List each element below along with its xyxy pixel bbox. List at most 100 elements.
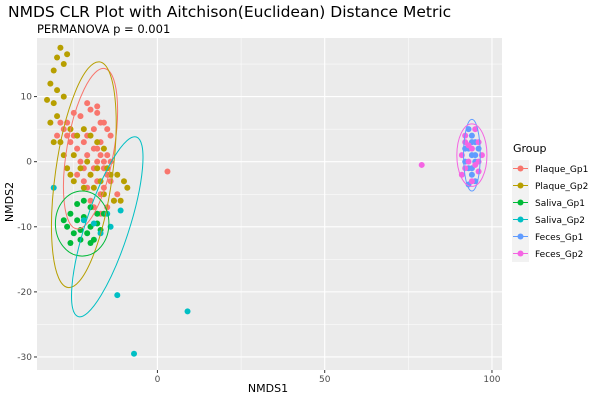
data-point: [60, 61, 67, 68]
data-point: [54, 54, 61, 61]
data-point: [124, 184, 131, 191]
legend-key-point: [517, 182, 524, 189]
data-point: [80, 217, 87, 224]
data-point: [87, 197, 94, 204]
panel-background: [37, 38, 502, 370]
data-point: [475, 139, 482, 146]
legend-item: Saliva_Gp1: [512, 194, 585, 211]
data-point: [90, 184, 97, 191]
data-point: [87, 240, 94, 247]
legend-key-point: [517, 233, 524, 240]
legend-key-point: [517, 250, 524, 257]
data-point: [74, 201, 81, 207]
legend-label: Plaque_Gp2: [535, 182, 588, 192]
data-point: [87, 171, 94, 178]
data-point: [107, 132, 114, 139]
data-point: [74, 217, 81, 224]
data-point: [70, 152, 77, 159]
legend-item: Feces_Gp2: [512, 245, 583, 262]
legend-label: Plaque_Gp1: [535, 165, 588, 175]
legend-title: Group: [513, 142, 547, 155]
data-point: [94, 109, 101, 116]
confidence-ellipse: [54, 190, 110, 257]
data-point: [110, 197, 117, 204]
data-point: [74, 132, 81, 139]
data-point: [90, 126, 97, 133]
y-tick-label: -10: [17, 223, 32, 233]
data-point: [70, 178, 77, 185]
data-point: [67, 171, 74, 178]
data-point: [100, 145, 107, 152]
y-tick-label: -20: [17, 288, 32, 298]
chart-subtitle: PERMANOVA p = 0.001: [37, 22, 170, 36]
legend-items: Plaque_Gp1 Plaque_Gp2 Saliva_Gp1 Saliva_Gp2…: [512, 160, 588, 262]
data-point: [70, 230, 77, 237]
y-axis: 10 0 -10 -20 -30: [17, 93, 37, 363]
data-point: [50, 139, 57, 146]
data-point: [90, 145, 97, 152]
data-point: [117, 207, 124, 214]
legend-label: Saliva_Gp1: [535, 199, 585, 209]
series-Plaque_Gp2: [44, 44, 131, 204]
x-axis: 0 50 100: [155, 370, 501, 385]
data-point: [472, 161, 479, 168]
data-point: [47, 119, 54, 126]
data-point: [54, 87, 61, 94]
data-point: [114, 292, 121, 299]
legend-key-point: [517, 165, 524, 172]
data-point: [74, 145, 81, 152]
data-point: [67, 139, 74, 146]
data-point: [465, 142, 472, 149]
data-point: [90, 220, 97, 227]
legend-label: Feces_Gp1: [535, 233, 583, 243]
data-point: [107, 178, 114, 185]
data-point: [67, 240, 74, 247]
data-point: [164, 168, 171, 175]
data-point: [54, 113, 61, 120]
confidence-ellipse: [51, 61, 117, 289]
data-point: [64, 223, 71, 230]
data-point: [80, 139, 87, 146]
data-point: [77, 158, 84, 165]
chart-title: NMDS CLR Plot with Aitchison(Euclidean) …: [8, 3, 451, 21]
data-point: [472, 152, 479, 159]
data-point: [80, 184, 87, 191]
x-axis-label: NMDS1: [248, 382, 288, 395]
data-point: [114, 191, 121, 198]
data-point: [60, 217, 67, 224]
data-point: [87, 106, 94, 113]
data-point: [54, 132, 61, 139]
data-point: [475, 168, 482, 175]
x-tick-label: 100: [483, 375, 500, 385]
data-point: [77, 165, 84, 172]
data-point: [77, 113, 84, 120]
legend-item: Feces_Gp1: [512, 228, 583, 245]
data-point: [80, 126, 87, 133]
confidence-ellipse: [62, 67, 119, 230]
data-point: [87, 132, 94, 139]
data-point: [462, 165, 469, 172]
data-point: [468, 132, 475, 139]
data-point: [94, 103, 101, 110]
confidence-ellipse: [463, 118, 481, 192]
data-point: [80, 178, 87, 185]
data-point: [50, 100, 57, 107]
data-point: [97, 152, 104, 159]
data-point: [117, 197, 124, 204]
data-point: [84, 230, 91, 237]
data-point: [60, 93, 67, 100]
data-point: [44, 96, 51, 103]
data-point: [50, 67, 57, 74]
data-point: [64, 165, 71, 172]
data-point: [94, 158, 101, 165]
legend-key-point: [517, 216, 524, 223]
data-point: [80, 197, 87, 204]
data-point: [94, 165, 101, 172]
y-axis-label: NMDS2: [3, 182, 16, 222]
legend-label: Saliva_Gp2: [535, 216, 585, 226]
data-point: [120, 178, 127, 185]
data-point: [100, 158, 107, 165]
data-point: [468, 171, 475, 178]
data-point: [74, 171, 81, 178]
